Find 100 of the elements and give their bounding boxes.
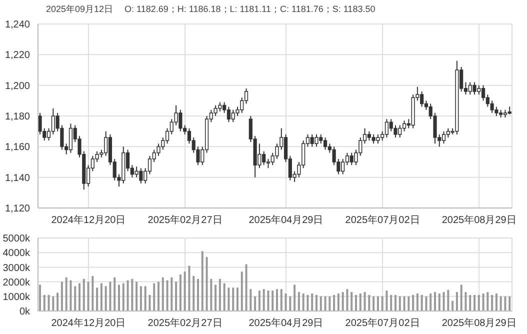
bar [474,294,476,311]
bar [478,294,480,311]
bar [262,289,265,311]
bar [416,293,418,311]
bar [148,294,151,311]
bar [381,296,384,311]
bar [398,296,401,311]
bar [109,282,112,311]
bar [43,294,46,311]
bar [166,280,168,311]
y-tick-label: 1,160 [4,142,30,154]
bar [250,289,252,311]
bar [201,251,204,311]
bar [434,292,436,311]
candlestick [134,166,138,178]
bar [355,294,357,311]
bar [486,292,489,311]
bar [214,284,217,311]
bar [131,278,134,311]
bar [65,277,68,311]
bar [232,288,234,311]
x-tick-label: 2025年07月02日 [345,317,420,330]
bar [158,282,160,311]
bar [118,284,120,311]
bar [206,256,208,311]
bar [425,296,428,311]
bar [346,289,348,311]
bar [267,290,270,311]
bar [184,272,186,311]
bar [482,293,484,311]
bar [452,300,454,311]
bar [87,282,90,311]
bar [74,286,76,311]
y-tick-label: 1,180 [4,112,30,123]
candlestick [372,134,376,144]
bar [342,292,344,311]
y-tick-label: 4000k [2,248,31,260]
bar [500,296,502,311]
bar [92,276,94,311]
bar [70,280,72,311]
bar [302,293,304,311]
candlestick [472,82,476,96]
bar [460,284,462,311]
bar [311,293,314,311]
bar [228,288,230,311]
y-tick-label: 1000k [2,292,31,303]
bar [456,292,458,311]
bar [162,277,164,311]
candlestick [490,100,494,114]
bar [350,292,353,311]
bar [333,294,336,311]
bar [320,296,322,311]
bar [254,296,256,311]
bar [306,294,309,311]
candlestick [402,120,406,132]
x-tick-label: 2025年08月29日 [442,317,516,330]
bar [272,290,274,311]
y-tick-label: 1,200 [4,80,30,92]
bar [491,294,494,311]
bar [223,283,226,311]
bar [294,284,296,311]
bar [175,282,178,311]
bar [372,296,375,311]
candlestick [481,84,486,102]
bar [408,296,410,311]
y-tick-label: 3000k [2,262,31,274]
candlestick [394,124,398,138]
bar [276,289,278,311]
bar [364,292,366,311]
candlestick [68,123,73,154]
y-tick-label: 1,140 [4,172,30,184]
candlestick [178,109,182,132]
bar [430,293,432,311]
bar [280,289,282,311]
y-tick-label: 2000k [2,277,31,288]
candlestick [218,102,222,112]
candlestick [442,130,446,144]
x-tick-label: 2025年02月27日 [148,317,222,330]
bar [359,293,362,311]
x-tick-label: 2025年04月29日 [248,317,324,330]
y-tick-label: 1,240 [4,20,30,31]
bar [96,288,98,311]
bar [298,292,300,311]
bar [316,294,318,311]
bar [153,283,156,311]
bar [197,278,199,311]
bar [122,283,124,311]
bar [144,286,146,311]
bar [337,293,340,311]
bar [284,293,287,311]
bar [368,294,370,311]
bar [48,294,50,311]
bar [390,294,392,311]
bar [394,294,396,311]
chart-title: 2025年09月12日 O: 1182.69；H: 1186.18；L: 1181.11；C: 1181.76；S: 1183.50 [46,3,376,16]
bar [324,296,326,311]
candlestick [266,158,270,169]
x-tick-label: 2025年02月27日 [148,214,222,226]
bar [403,296,406,311]
bar [114,277,116,311]
